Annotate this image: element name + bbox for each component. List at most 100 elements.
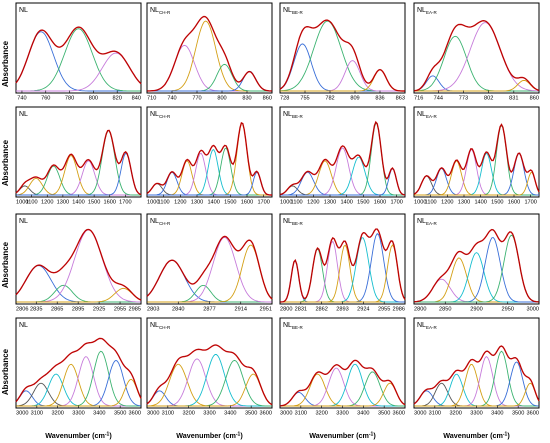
x-tick-label: 1500	[357, 200, 369, 206]
x-axis-label-close: )	[373, 431, 376, 440]
fitted-envelope	[413, 123, 540, 195]
component-band-2	[16, 28, 141, 92]
panel-frame	[279, 213, 406, 305]
fitted-envelope	[146, 344, 273, 406]
x-tick-label: 744	[434, 96, 443, 102]
component-band-8	[147, 171, 272, 196]
x-axis-label-4: Wavenumber (cm-1)	[443, 431, 510, 440]
x-tick-label: 3500	[512, 411, 524, 417]
fitted-envelope	[279, 19, 405, 92]
x-axis-label-1: Wavenumber (cm-1)	[45, 431, 112, 440]
x-tick-label: 800	[217, 96, 226, 102]
x-axis-label-text: Wavenumber (cm	[176, 431, 236, 440]
x-tick-label: 710	[147, 96, 156, 102]
x-tick-label: 728	[280, 96, 289, 102]
panel-frame	[15, 106, 142, 198]
x-tick-label: 3600	[527, 411, 539, 417]
x-tick-label: 1300	[191, 200, 203, 206]
x-tick-label: 2840	[172, 307, 184, 313]
x-tick-label: 1400	[207, 200, 219, 206]
x-tick-label: 755	[300, 96, 309, 102]
x-tick-label: 2862	[315, 307, 327, 313]
x-tick-label: 1400	[340, 200, 352, 206]
x-tick-label: 1600	[241, 200, 253, 206]
x-tick-label: 2806	[16, 307, 28, 313]
x-tick-label: 716	[414, 96, 423, 102]
x-tick-label: 3100	[295, 411, 307, 417]
x-tick-label: 1600	[374, 200, 386, 206]
x-tick-label: 3600	[129, 411, 141, 417]
x-tick-label: 1600	[508, 200, 520, 206]
x-tick-label: 1000	[16, 200, 28, 206]
x-tick-label: 773	[459, 96, 468, 102]
y-axis-label-row1: Absorbance	[1, 40, 10, 87]
fitted-envelope	[279, 120, 406, 196]
x-tick-label: 3000	[414, 411, 426, 417]
x-tick-label: 3400	[93, 411, 105, 417]
x-tick-label: 1200	[441, 200, 453, 206]
x-axis-label-3: Wavenumber (cm-1)	[309, 431, 376, 440]
x-tick-label: 2955	[114, 307, 126, 313]
panel-frame	[413, 317, 540, 409]
panel-label-subscript: EA-R	[426, 221, 438, 226]
x-tick-label: 1400	[72, 200, 84, 206]
x-tick-label: 1500	[224, 200, 236, 206]
x-tick-label: 3500	[114, 411, 126, 417]
x-tick-label: 2850	[439, 307, 451, 313]
x-tick-label: 3400	[224, 411, 236, 417]
x-tick-label: 3000	[16, 411, 28, 417]
x-tick-label: 1500	[88, 200, 100, 206]
x-tick-label: 1300	[57, 200, 69, 206]
fitted-envelope	[146, 15, 273, 92]
panel-label-subscript: CH-R	[159, 10, 171, 15]
spectrum-panel-9: NL 2806 2835 2865 2895 2925 2955 2985	[15, 213, 142, 313]
x-tick-label: 863	[396, 96, 405, 102]
x-tick-label: 2925	[93, 307, 105, 313]
x-tick-label: 2800	[280, 307, 292, 313]
fitted-envelope	[15, 337, 142, 403]
x-tick-label: 1100	[291, 200, 303, 206]
x-tick-label: 800	[89, 96, 98, 102]
x-axis-label-text: Wavenumber (cm	[443, 431, 503, 440]
x-axis-label-sup: -1	[236, 432, 241, 438]
x-tick-label: 1600	[104, 200, 116, 206]
x-tick-label: 1700	[390, 200, 402, 206]
x-tick-label: 2831	[295, 307, 307, 313]
x-tick-label: 3100	[429, 411, 441, 417]
x-tick-label: 740	[167, 96, 176, 102]
x-tick-label: 1300	[458, 200, 470, 206]
x-tick-label: 2914	[235, 307, 247, 313]
x-tick-label: 1500	[491, 200, 503, 206]
panel-label: NL	[417, 218, 426, 225]
x-tick-label: 1000	[280, 200, 292, 206]
x-tick-label: 3300	[72, 411, 84, 417]
fitted-envelope	[146, 121, 272, 196]
x-axis-label-close: )	[507, 431, 510, 440]
panel-label-subscript: CH-R	[159, 325, 171, 330]
spectrum-panel-2: NL CH-R 710 740 770 800 830 860	[146, 2, 273, 102]
x-tick-label: 2951	[260, 307, 272, 313]
x-axis-label-close: )	[240, 431, 243, 440]
x-tick-label: 770	[192, 96, 201, 102]
panel-label: NL	[283, 322, 292, 329]
panel-label-subscript: CH-R	[159, 114, 171, 119]
x-axis-label-sup: -1	[503, 432, 508, 438]
panel-label: NL	[150, 111, 159, 118]
panel-label-subscript: BE-R	[292, 10, 304, 15]
panel-frame	[146, 2, 273, 94]
x-tick-label: 2900	[470, 307, 482, 313]
panel-label: NL	[19, 7, 28, 14]
x-tick-label: 782	[325, 96, 334, 102]
panel-label: NL	[150, 7, 159, 14]
fitted-envelope	[15, 129, 142, 196]
x-tick-label: 3200	[315, 411, 327, 417]
x-tick-label: 2865	[51, 307, 63, 313]
x-tick-label: 3000	[527, 307, 539, 313]
x-tick-label: 820	[113, 96, 122, 102]
x-tick-label: 3200	[51, 411, 63, 417]
panel-frame	[413, 106, 540, 198]
x-tick-label: 2893	[336, 307, 348, 313]
